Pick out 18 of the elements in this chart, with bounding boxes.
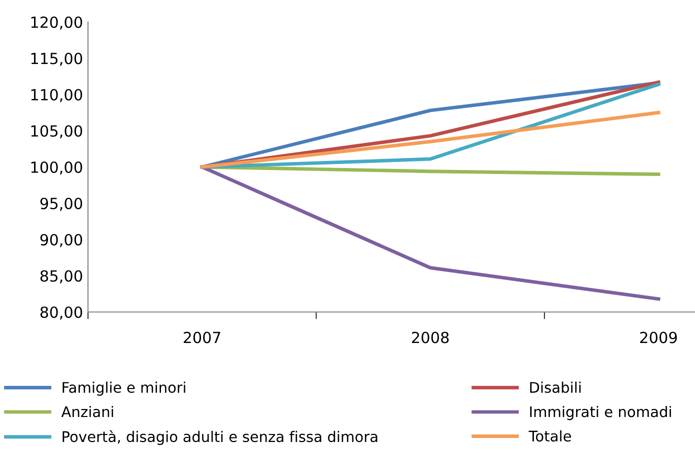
legend-label: Disabili [530, 382, 581, 393]
y-tick-label: 100,00 [31, 161, 82, 175]
y-tick-label: 120,00 [31, 16, 82, 30]
y-tick-label: 95,00 [40, 198, 82, 211]
x-tick-label: 2009 [640, 332, 677, 344]
y-tick-label: 90,00 [40, 234, 82, 248]
legend-label: Totale [528, 430, 571, 442]
y-tick-label: 110,00 [31, 88, 82, 102]
y-tick-label: 80,00 [40, 306, 82, 320]
y-tick-label: 115,00 [31, 52, 82, 66]
x-tick-label: 2008 [412, 332, 449, 344]
legend-label: Povertà, disagio adulti e senza fissa dimora [62, 430, 378, 445]
legend-label: Immigrati e nomadi [530, 406, 671, 420]
x-tick-label: 2007 [184, 332, 220, 344]
legend-label: Famiglie e minori [62, 382, 186, 396]
y-tick-label: 85,00 [40, 270, 82, 284]
legend-label: Anziani [61, 406, 114, 418]
y-tick-label: 105,00 [31, 125, 82, 138]
